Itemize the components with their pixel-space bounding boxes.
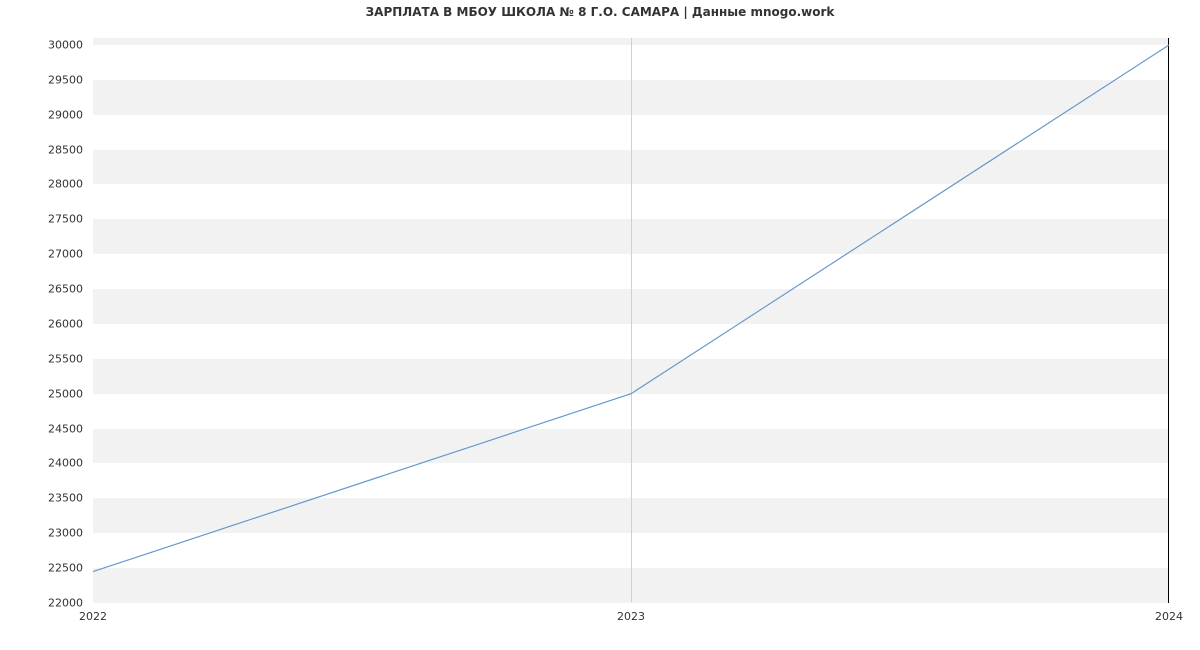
y-axis-tick-label: 24500 <box>0 422 83 435</box>
y-axis-tick-label: 24000 <box>0 457 83 470</box>
y-axis-tick-label: 22000 <box>0 597 83 610</box>
data-line <box>93 38 1169 603</box>
y-axis-tick-label: 25500 <box>0 352 83 365</box>
y-axis-tick-label: 29500 <box>0 73 83 86</box>
x-axis-tick-label: 2022 <box>79 610 107 623</box>
y-axis-tick-label: 26500 <box>0 283 83 296</box>
x-axis-tick-label: 2023 <box>617 610 645 623</box>
y-axis-tick-label: 28500 <box>0 143 83 156</box>
plot-area <box>93 38 1169 603</box>
chart-title: ЗАРПЛАТА В МБОУ ШКОЛА № 8 Г.О. САМАРА | … <box>0 5 1200 19</box>
x-axis-tick-label: 2024 <box>1155 610 1183 623</box>
y-axis-tick-label: 23000 <box>0 527 83 540</box>
y-axis-tick-label: 27500 <box>0 213 83 226</box>
chart-container: ЗАРПЛАТА В МБОУ ШКОЛА № 8 Г.О. САМАРА | … <box>0 0 1200 650</box>
y-axis-tick-label: 30000 <box>0 38 83 51</box>
y-axis-tick-label: 26000 <box>0 317 83 330</box>
y-axis-tick-label: 28000 <box>0 178 83 191</box>
y-axis-tick-label: 22500 <box>0 562 83 575</box>
y-axis-tick-label: 23500 <box>0 492 83 505</box>
y-axis-tick-label: 27000 <box>0 248 83 261</box>
y-axis-tick-label: 25000 <box>0 387 83 400</box>
y-axis-tick-label: 29000 <box>0 108 83 121</box>
